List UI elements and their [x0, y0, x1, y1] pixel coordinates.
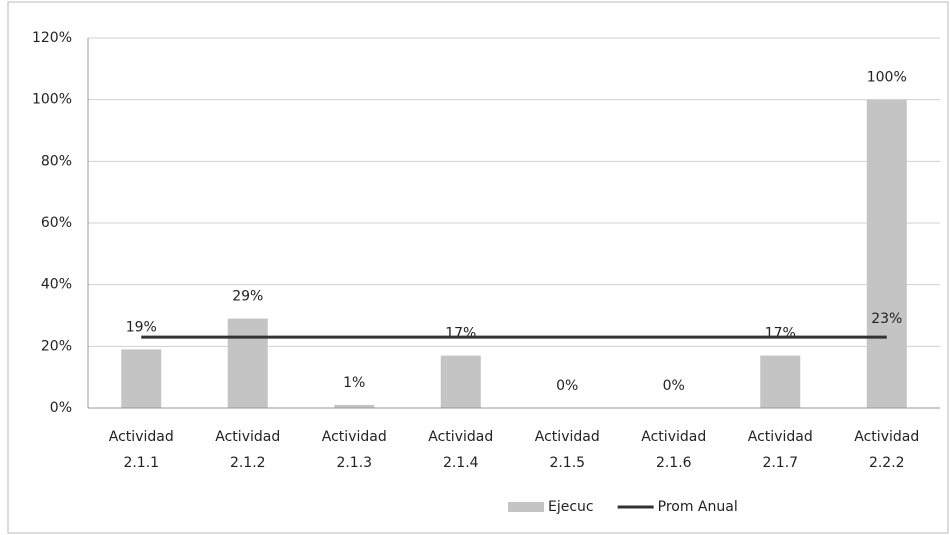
bar — [334, 404, 375, 408]
x-tick-label: Actividad 2.1.4 — [428, 429, 493, 471]
data-label: 23% — [871, 311, 902, 327]
x-tick-label: Actividad 2.1.7 — [748, 429, 813, 471]
x-tick-label: Actividad 2.2.2 — [854, 429, 919, 471]
y-tick-label: 0% — [50, 400, 72, 416]
data-label: 17% — [445, 326, 476, 342]
bar — [440, 355, 481, 408]
y-tick-label: 60% — [41, 215, 72, 231]
x-tick-label: Actividad 2.1.3 — [322, 429, 387, 471]
chart-frame — [7, 1, 949, 534]
y-tick-label: 100% — [32, 92, 72, 108]
y-tick-label: 40% — [41, 277, 72, 293]
legend-swatch — [508, 502, 544, 512]
x-tick-label: Actividad 2.1.2 — [215, 429, 280, 471]
data-label: 29% — [232, 289, 263, 305]
data-label: 17% — [765, 326, 796, 342]
x-tick-label: Actividad 2.1.5 — [535, 429, 600, 471]
bar — [227, 318, 268, 408]
x-tick-label: Actividad 2.1.6 — [641, 429, 706, 471]
y-tick-label: 20% — [41, 338, 72, 354]
bar — [760, 355, 801, 408]
data-label: 1% — [343, 375, 365, 391]
data-label: 0% — [556, 378, 578, 394]
data-label: 19% — [126, 319, 157, 335]
legend-label: Ejecuc — [548, 499, 594, 515]
data-label: 0% — [663, 378, 685, 394]
bar — [121, 349, 162, 408]
y-tick-label: 120% — [32, 30, 72, 46]
data-label: 100% — [867, 70, 907, 86]
legend-label: Prom Anual — [658, 499, 738, 515]
x-tick-label: Actividad 2.1.1 — [109, 429, 174, 471]
bar — [866, 99, 907, 409]
y-tick-label: 80% — [41, 153, 72, 169]
